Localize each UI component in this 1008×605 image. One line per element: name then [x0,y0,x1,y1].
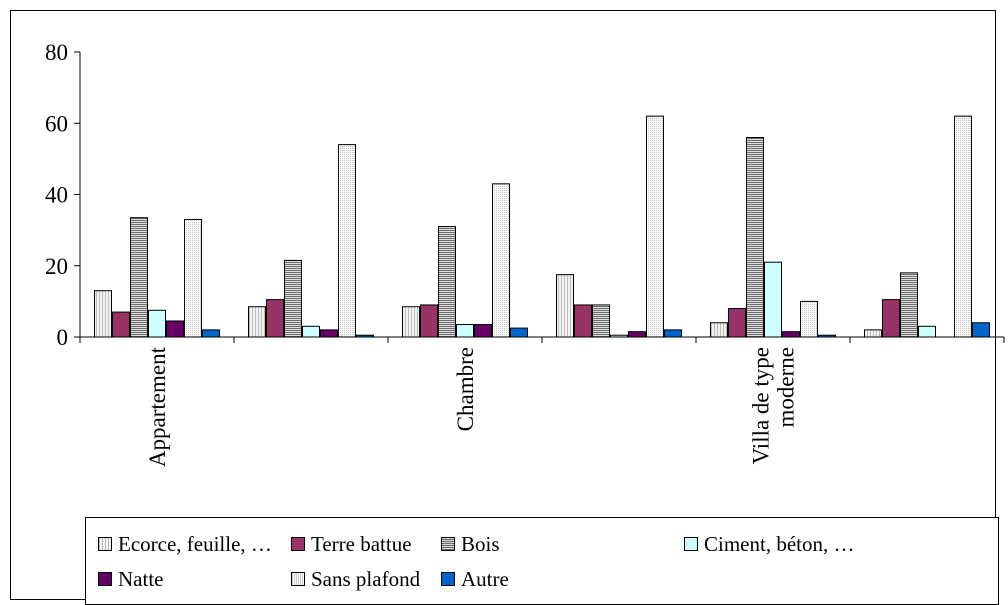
bar [900,272,918,338]
bar [972,322,990,338]
bar [646,115,664,338]
y-tick-label: 60 [45,111,68,136]
bar [556,274,574,338]
legend-item: Sans plafond [291,566,420,592]
bar [492,183,510,338]
x-tick-label: moderne [774,347,799,427]
bar [266,299,284,338]
legend-item: Ciment, béton, … [684,531,855,557]
bar [728,308,746,338]
bar [882,299,900,338]
bar [764,261,782,338]
legend-label: Sans plafond [311,566,421,591]
legend-label: Terre battue [311,531,412,556]
legend-label: Natte [118,566,164,591]
bar [166,320,184,338]
legend-label: Ciment, béton, … [704,531,855,556]
legend-item: Autre [441,566,509,592]
bar [510,327,528,338]
bar [112,311,130,338]
bar [592,304,610,338]
bar [148,309,166,338]
y-tick-label: 40 [45,183,68,208]
legend-swatch [441,537,455,551]
legend-item: Natte [98,566,163,592]
bar [356,334,374,338]
bar [402,306,420,338]
bar [184,218,202,338]
bar [130,217,148,338]
x-tick-label: Appartement [145,346,170,467]
y-tick-label: 80 [45,40,68,65]
bar [782,331,800,338]
bar [474,324,492,338]
bar [864,329,882,338]
bar [628,331,646,338]
bar [320,329,338,338]
bar [954,115,972,338]
bar [574,304,592,338]
legend-swatch [98,537,112,551]
legend-swatch [291,537,305,551]
bar [664,329,682,338]
legend-item: Terre battue [291,531,412,557]
bar [800,300,818,338]
legend-label: Ecorce, feuille, … [118,531,272,556]
bar [818,334,836,338]
bar [456,324,474,338]
legend-item: Bois [441,531,500,557]
bar [202,329,220,338]
x-tick-label: Chambre [453,347,478,431]
legend-swatch [98,572,112,586]
legend: Ecorce, feuille, … Terre battue Bois Ciment… [85,517,999,605]
x-tick-label: Villa de type [749,347,774,464]
bar [420,304,438,338]
bar [338,144,356,338]
bar [918,325,936,338]
bar [610,334,628,338]
bar [710,322,728,338]
y-tick-label: 0 [57,325,69,350]
bar [248,306,266,338]
plot-area: 0 20 40 60 80 Appartement Chambre Villa de type… [45,40,1005,467]
bar [94,290,112,338]
legend-item: Ecorce, feuille, … [98,531,272,557]
legend-swatch [441,572,455,586]
bar [284,259,302,338]
legend-swatch [291,572,305,586]
legend-label: Autre [461,566,509,591]
y-tick-label: 20 [45,254,68,279]
legend-label: Bois [461,531,500,556]
bar [746,137,764,338]
bar [438,226,456,338]
legend-swatch [684,537,698,551]
bar [302,325,320,338]
